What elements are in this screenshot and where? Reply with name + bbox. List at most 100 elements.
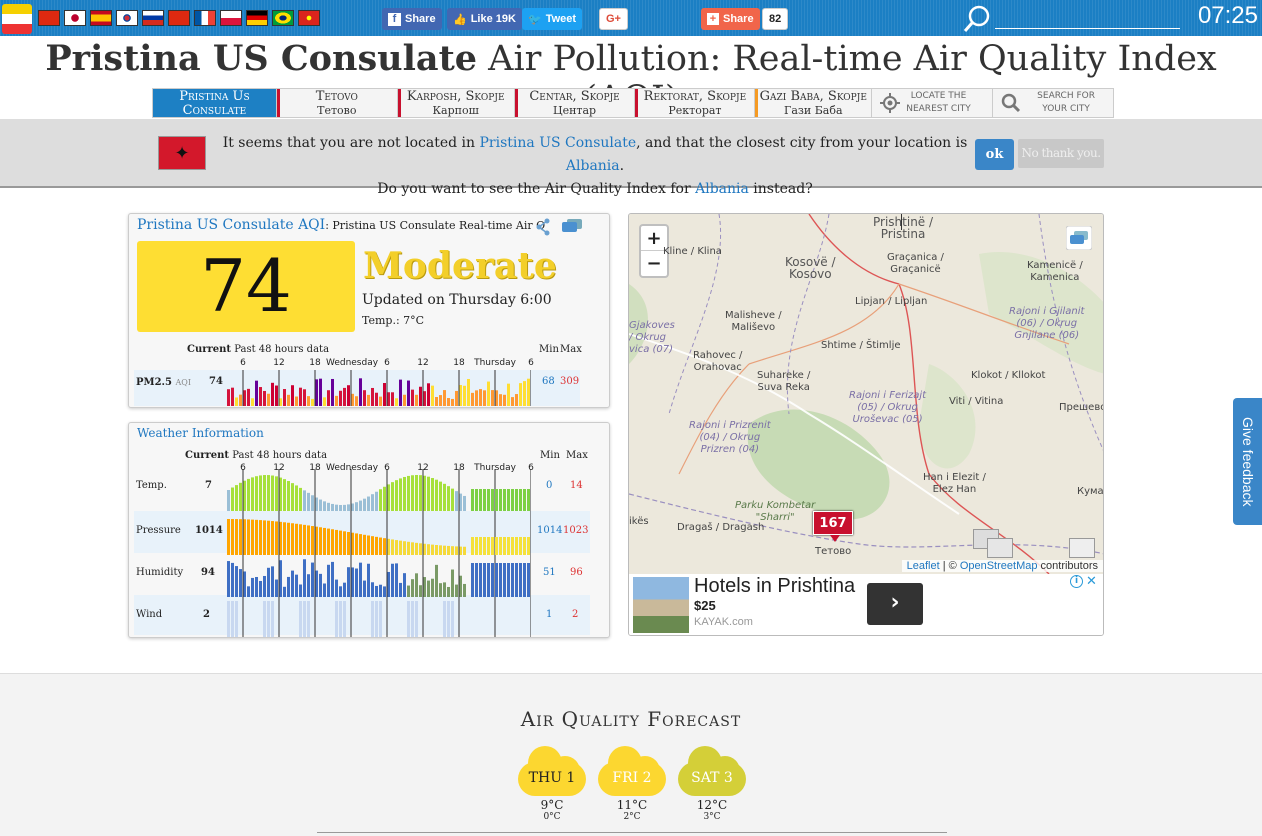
flag-korea-icon[interactable] [116, 10, 138, 26]
hotel-ad[interactable]: Hotels in Prishtina $25 KAYAK.com › i ✕ [629, 574, 1103, 635]
weather-chart[interactable] [225, 469, 531, 637]
wind-bar [379, 601, 382, 637]
map-station-marker[interactable] [987, 538, 1013, 558]
comments-icon[interactable] [561, 218, 583, 234]
flag-vietnam-icon[interactable] [298, 10, 320, 26]
locate-label-2: NEAREST CITY [906, 104, 971, 114]
pressure-bar [283, 522, 286, 555]
search-input[interactable] [995, 28, 1180, 29]
map-station-marker[interactable] [1069, 538, 1095, 558]
notice-text-part: It seems that you are not located in [222, 135, 480, 151]
wind-bar [227, 601, 230, 637]
flag-russia-icon[interactable] [142, 10, 164, 26]
pressure-bar [367, 535, 370, 555]
give-feedback-button[interactable]: Give feedback [1233, 398, 1262, 525]
flag-poland-icon[interactable] [220, 10, 242, 26]
flag-hongkong-icon[interactable] [168, 10, 190, 26]
forecast-title: Air Quality Forecast [520, 707, 742, 731]
nav-label: Pristina Us [179, 89, 250, 104]
forecast-day[interactable]: SAT 3 12°C 3°C [676, 746, 748, 822]
pressure-bar [443, 545, 446, 555]
weather-chart-ticks: 6 12 18 Wednesday 6 12 18 Thursday 6 [129, 463, 611, 475]
ad-chevron-right-icon[interactable]: › [867, 583, 923, 625]
humidity-bar [447, 586, 450, 597]
wind-bar [235, 601, 238, 637]
map-aqi-marker-tetovo[interactable]: 167 [813, 511, 853, 535]
aqi-title-city[interactable]: Pristina US Consulate AQI [137, 217, 326, 233]
temp-bar [487, 489, 490, 511]
site-logo[interactable] [2, 4, 32, 34]
temp-label: Temp. [136, 480, 167, 491]
humidity-bar [419, 585, 422, 597]
search-icon[interactable] [962, 4, 992, 34]
google-plus-button[interactable]: G+ [599, 8, 628, 30]
map-label-suhareke: Suhareke / Suva Reka [757, 370, 811, 393]
leaflet-link[interactable]: Leaflet [906, 560, 940, 572]
pm25-bar [283, 389, 286, 406]
share-icon[interactable] [535, 218, 551, 236]
flag-france-icon[interactable] [194, 10, 216, 26]
humidity-bar [391, 563, 394, 597]
no-thank-you-button[interactable]: No thank you. [1018, 139, 1104, 168]
forecast-high: 11°C [616, 798, 648, 812]
zoom-out-button[interactable]: − [646, 253, 662, 274]
pressure-bar [395, 540, 398, 555]
layers-icon[interactable] [1066, 226, 1092, 250]
aqi-header-max: Max [560, 344, 582, 355]
pm25-bar [491, 390, 494, 406]
flag-brazil-icon[interactable] [272, 10, 294, 26]
notice-location-link[interactable]: Albania [565, 158, 620, 174]
osm-link[interactable]: OpenStreetMap [959, 560, 1038, 572]
notice-location-link[interactable]: Albania [695, 181, 749, 197]
facebook-like-button[interactable]: 👍 Like 19K [447, 8, 522, 30]
updated-time: Updated on Thursday 6:00 [362, 292, 552, 308]
tweet-button[interactable]: 🐦 Tweet [522, 8, 583, 30]
temp-bar [331, 503, 334, 511]
locate-nearest-city-button[interactable]: LOCATE THE NEAREST CITY [872, 89, 994, 117]
wind-row-bg [134, 595, 590, 635]
humidity-bar [399, 582, 402, 597]
pressure-bar [243, 519, 246, 555]
map-label-dragash: Dragaš / Dragash [677, 522, 765, 533]
pressure-bar [275, 521, 278, 555]
temp-bar [515, 489, 518, 511]
ok-button[interactable]: ok [975, 139, 1014, 170]
pm25-chart[interactable] [225, 370, 531, 406]
tick-label: 18 [309, 358, 321, 368]
nav-item-centar[interactable]: Centar, Skopje Центар [514, 89, 636, 117]
forecast-low: 0°C [543, 812, 561, 822]
tick-label: 18 [453, 358, 465, 368]
ad-close-icon[interactable]: ✕ [1086, 574, 1097, 589]
temp-bar [343, 504, 346, 511]
facebook-share-button[interactable]: f Share [382, 8, 442, 30]
pm25-bar [403, 394, 406, 406]
nav-item-pristina[interactable]: Pristina Us Consulate [153, 89, 277, 117]
humidity-bar [415, 573, 418, 597]
aqi-map[interactable]: + − Prishtinë / Pristina Kline / Klina K… [628, 213, 1104, 636]
notice-city-link[interactable]: Pristina US Consulate [479, 135, 637, 151]
forecast-day[interactable]: THU 1 9°C 0°C [516, 746, 588, 822]
nav-item-karposh[interactable]: Karposh, Skopje Карпош [397, 89, 515, 117]
flag-germany-icon[interactable] [246, 10, 268, 26]
map-label-han-i-elezit: Han i Elezit / Elez Han [923, 472, 986, 495]
temp-bar [519, 489, 522, 511]
map-station-pin[interactable] [901, 214, 902, 230]
search-label-2: YOUR CITY [1042, 104, 1090, 114]
pm25-bar [307, 396, 310, 406]
flag-china-icon[interactable] [38, 10, 60, 26]
pm25-bar [431, 385, 434, 406]
addthis-share-button[interactable]: + Share [701, 8, 760, 30]
pm25-bar [351, 393, 354, 406]
nav-item-tetovo[interactable]: Tetovo Тетово [276, 89, 398, 117]
nav-item-gazi-baba[interactable]: Gazi Baba, Skopje Гази Баба [755, 89, 873, 117]
pressure-bar [307, 525, 310, 555]
flag-spain-icon[interactable] [90, 10, 112, 26]
like-count-label: Like 19K [470, 13, 516, 25]
nav-item-rektorat[interactable]: Rektorat, Skopje Ректорат [635, 89, 756, 117]
ad-info-icon[interactable]: i [1070, 575, 1083, 588]
pm25-bar [475, 390, 478, 406]
search-city-button[interactable]: SEARCH FOR YOUR CITY [993, 89, 1113, 117]
flag-japan-icon[interactable] [64, 10, 86, 26]
forecast-day[interactable]: FRI 2 11°C 2°C [596, 746, 668, 822]
zoom-in-button[interactable]: + [641, 226, 667, 251]
